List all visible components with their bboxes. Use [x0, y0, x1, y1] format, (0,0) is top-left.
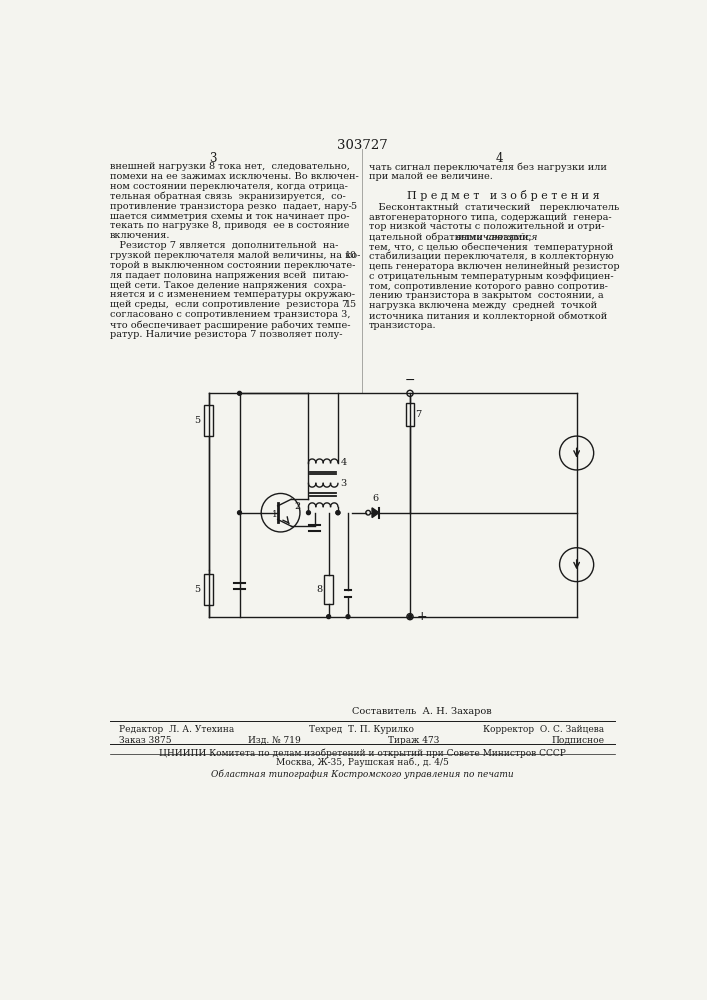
Text: грузкой переключателя малой величины, на ко-: грузкой переключателя малой величины, на…	[110, 251, 361, 260]
Text: няется и с изменением температуры окружаю-: няется и с изменением температуры окружа…	[110, 290, 355, 299]
Circle shape	[346, 615, 350, 619]
Text: Заказ 3875: Заказ 3875	[119, 736, 172, 745]
Bar	[406, 403, 414, 426]
Text: 5: 5	[351, 202, 356, 211]
Polygon shape	[372, 508, 379, 518]
Bar	[204, 405, 213, 436]
Text: ратур. Наличие резистора 7 позволяет полу-: ратур. Наличие резистора 7 позволяет пол…	[110, 330, 343, 339]
Text: +: +	[416, 610, 427, 623]
Text: тельная обратная связь  экранизируется,  со-: тельная обратная связь экранизируется, с…	[110, 192, 346, 201]
Text: текать по нагрузке 8, приводя  ее в состояние: текать по нагрузке 8, приводя ее в состо…	[110, 221, 349, 230]
Text: лению транзистора в закрытом  состоянии, а: лению транзистора в закрытом состоянии, …	[369, 291, 604, 300]
Text: торой в выключенном состоянии переключате-: торой в выключенном состоянии переключат…	[110, 261, 356, 270]
Text: 6: 6	[373, 494, 379, 503]
Text: 15: 15	[344, 300, 356, 309]
Text: ном состоянии переключателя, когда отрица-: ном состоянии переключателя, когда отриц…	[110, 182, 348, 191]
Circle shape	[327, 615, 331, 619]
Text: чать сигнал переключателя без нагрузки или: чать сигнал переключателя без нагрузки и…	[369, 162, 607, 172]
Text: 7: 7	[414, 410, 421, 419]
Text: Изд. № 719: Изд. № 719	[248, 736, 300, 745]
Text: 2: 2	[295, 502, 300, 511]
Text: включения.: включения.	[110, 231, 170, 240]
Text: 303727: 303727	[337, 139, 387, 152]
Circle shape	[336, 511, 340, 515]
Text: 3: 3	[209, 152, 216, 165]
Text: ля падает половина напряжения всей  питаю-: ля падает половина напряжения всей питаю…	[110, 271, 349, 280]
Text: шается симметрия схемы и ток начинает про-: шается симметрия схемы и ток начинает пр…	[110, 212, 349, 221]
Text: транзистора.: транзистора.	[369, 321, 436, 330]
Text: тем, что, с целью обеспечения  температурной: тем, что, с целью обеспечения температур…	[369, 242, 613, 252]
Text: Москва, Ж-35, Раушская наб., д. 4/5: Москва, Ж-35, Раушская наб., д. 4/5	[276, 758, 448, 767]
Bar	[325, 575, 333, 604]
Text: внешней нагрузки 8 тока нет,  следовательно,: внешней нагрузки 8 тока нет, следователь…	[110, 162, 350, 171]
Text: 3: 3	[340, 479, 346, 488]
Text: 1: 1	[272, 510, 278, 519]
Text: щей среды,  если сопротивление  резистора 7: щей среды, если сопротивление резистора …	[110, 300, 349, 309]
Text: помехи на ее зажимах исключены. Во включен-: помехи на ее зажимах исключены. Во включ…	[110, 172, 359, 181]
Text: Бесконтактный  статический   переключатель: Бесконтактный статический переключатель	[369, 203, 619, 212]
Text: том, сопротивление которого равно сопротив-: том, сопротивление которого равно сопрот…	[369, 282, 608, 291]
Text: стабилизации переключателя, в коллекторную: стабилизации переключателя, в коллекторн…	[369, 252, 614, 261]
Text: Техред  Т. П. Курилко: Техред Т. П. Курилко	[310, 725, 414, 734]
Text: согласовано с сопротивлением транзистора 3,: согласовано с сопротивлением транзистора…	[110, 310, 351, 319]
Text: при малой ее величине.: при малой ее величине.	[369, 172, 493, 181]
Text: Тираж 473: Тираж 473	[388, 736, 440, 745]
Text: Областная типография Костромского управления по печати: Областная типография Костромского управл…	[211, 770, 513, 779]
Text: 10: 10	[344, 251, 356, 260]
Text: Редактор  Л. А. Утехина: Редактор Л. А. Утехина	[119, 725, 235, 734]
Text: цательной обратными связями,: цательной обратными связями,	[369, 232, 534, 242]
Text: 5: 5	[194, 416, 201, 425]
Text: 8: 8	[316, 585, 322, 594]
Text: щей сети. Такое деление напряжения  сохра-: щей сети. Такое деление напряжения сохра…	[110, 281, 346, 290]
Text: противление транзистора резко  падает, нару-: противление транзистора резко падает, на…	[110, 202, 352, 211]
Text: цепь генератора включен нелинейный резистор: цепь генератора включен нелинейный резис…	[369, 262, 619, 271]
Text: источника питания и коллекторной обмоткой: источника питания и коллекторной обмотко…	[369, 311, 607, 321]
Text: автогенераторного типа, содержащий  генера-: автогенераторного типа, содержащий генер…	[369, 213, 612, 222]
Text: Корректор  О. С. Зайцева: Корректор О. С. Зайцева	[484, 725, 604, 734]
Text: с отрицательным температурным коэффициен-: с отрицательным температурным коэффициен…	[369, 272, 614, 281]
Text: Резистор 7 является  дополнительной  на-: Резистор 7 является дополнительной на-	[110, 241, 339, 250]
Text: нагрузка включена между  средней  точкой: нагрузка включена между средней точкой	[369, 301, 597, 310]
Text: 4: 4	[340, 458, 346, 467]
Circle shape	[238, 391, 241, 395]
Text: 5: 5	[194, 585, 201, 594]
Text: отличающийся: отличающийся	[455, 232, 538, 241]
Circle shape	[336, 511, 340, 515]
Text: Подписное: Подписное	[551, 736, 604, 745]
Text: П р е д м е т   и з о б р е т е н и я: П р е д м е т и з о б р е т е н и я	[407, 190, 600, 201]
Text: −: −	[404, 374, 415, 387]
Text: Составитель  А. Н. Захаров: Составитель А. Н. Захаров	[352, 707, 491, 716]
Bar	[204, 574, 213, 605]
Text: 4: 4	[496, 152, 503, 165]
Text: что обеспечивает расширение рабочих темпе-: что обеспечивает расширение рабочих темп…	[110, 320, 351, 330]
Text: тор низкой частоты с положительной и отри-: тор низкой частоты с положительной и отр…	[369, 222, 604, 231]
Text: ЦНИИПИ Комитета по делам изобретений и открытий при Совете Министров СССР: ЦНИИПИ Комитета по делам изобретений и о…	[158, 748, 566, 758]
Circle shape	[238, 511, 241, 515]
Circle shape	[307, 511, 310, 515]
Circle shape	[408, 615, 412, 619]
